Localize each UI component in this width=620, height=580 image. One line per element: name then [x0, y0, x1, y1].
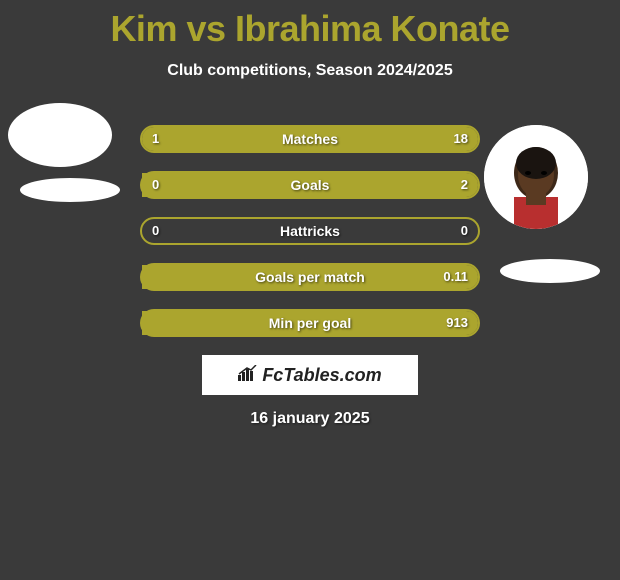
player-left-club-badge	[20, 178, 120, 202]
brand-label: FcTables.com	[262, 365, 381, 386]
stat-label: Hattricks	[142, 219, 478, 243]
stat-label: Matches	[142, 127, 478, 151]
stat-row: 913Min per goal	[140, 309, 480, 337]
stat-row: 118Matches	[140, 125, 480, 153]
page-title: Kim vs Ibrahima Konate	[0, 0, 620, 50]
stat-row: 00Hattricks	[140, 217, 480, 245]
player-right-club-badge	[500, 259, 600, 283]
stats-container: 118Matches 02Goals 00Hattricks 0.11Goals pe…	[140, 125, 480, 355]
stat-label: Goals per match	[142, 265, 478, 289]
stat-label: Goals	[142, 173, 478, 197]
brand-chart-icon	[238, 365, 258, 386]
player-right-avatar	[484, 125, 588, 229]
stat-row: 02Goals	[140, 171, 480, 199]
date-label: 16 january 2025	[0, 410, 620, 428]
subtitle: Club competitions, Season 2024/2025	[0, 62, 620, 80]
stat-label: Min per goal	[142, 311, 478, 335]
player-left-avatar	[8, 103, 112, 167]
stat-row: 0.11Goals per match	[140, 263, 480, 291]
brand-box[interactable]: FcTables.com	[202, 355, 418, 395]
